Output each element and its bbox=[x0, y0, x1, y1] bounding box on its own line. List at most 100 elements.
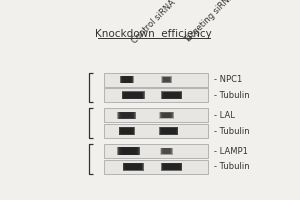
Bar bbox=[160, 148, 172, 155]
Bar bbox=[162, 163, 182, 170]
Bar bbox=[124, 163, 142, 170]
Text: Knockdown  efficiency: Knockdown efficiency bbox=[95, 29, 212, 39]
Bar bbox=[161, 113, 172, 118]
Bar bbox=[161, 128, 176, 134]
Bar bbox=[123, 163, 143, 170]
Bar bbox=[161, 76, 172, 83]
Bar bbox=[117, 147, 140, 155]
Bar bbox=[104, 108, 208, 122]
Bar bbox=[162, 77, 171, 83]
Bar bbox=[162, 163, 181, 170]
Bar bbox=[164, 77, 169, 82]
Bar bbox=[119, 112, 134, 118]
Bar bbox=[104, 73, 208, 87]
Bar bbox=[125, 164, 141, 170]
Bar bbox=[162, 77, 171, 83]
Text: - LAMP1: - LAMP1 bbox=[214, 147, 248, 156]
Bar bbox=[160, 148, 173, 155]
Bar bbox=[120, 128, 134, 134]
Text: - NPC1: - NPC1 bbox=[214, 75, 242, 84]
Bar bbox=[104, 144, 208, 158]
Bar bbox=[122, 76, 131, 83]
Bar bbox=[123, 77, 130, 82]
Bar bbox=[104, 160, 208, 174]
Bar bbox=[164, 93, 180, 98]
Bar bbox=[160, 128, 177, 134]
Bar bbox=[120, 112, 134, 118]
Bar bbox=[163, 148, 170, 154]
Bar bbox=[119, 147, 139, 155]
Bar bbox=[124, 92, 142, 98]
Text: - LAL: - LAL bbox=[214, 111, 235, 120]
Bar bbox=[119, 127, 135, 135]
Bar bbox=[122, 76, 132, 83]
Bar bbox=[119, 127, 134, 135]
Bar bbox=[120, 128, 134, 134]
Text: - Tubulin: - Tubulin bbox=[214, 91, 250, 100]
Bar bbox=[164, 164, 180, 170]
Bar bbox=[119, 112, 134, 119]
Bar bbox=[160, 112, 173, 118]
Text: Targeting siRNA: Targeting siRNA bbox=[182, 0, 236, 45]
Bar bbox=[160, 128, 177, 134]
Bar bbox=[120, 147, 138, 155]
Bar bbox=[161, 148, 172, 154]
Bar bbox=[162, 77, 171, 82]
Bar bbox=[121, 147, 137, 155]
Bar bbox=[163, 148, 170, 154]
Bar bbox=[162, 148, 171, 154]
Bar bbox=[161, 91, 182, 99]
Bar bbox=[123, 148, 135, 154]
Bar bbox=[163, 164, 181, 170]
Bar bbox=[121, 112, 133, 118]
Bar bbox=[159, 127, 178, 135]
Bar bbox=[121, 76, 133, 83]
Text: - Tubulin: - Tubulin bbox=[214, 162, 250, 171]
Bar bbox=[160, 112, 173, 118]
Text: Control siRNA: Control siRNA bbox=[130, 0, 177, 45]
Bar bbox=[162, 92, 181, 99]
Bar bbox=[162, 148, 171, 154]
Bar bbox=[161, 113, 172, 118]
Bar bbox=[164, 77, 169, 82]
Bar bbox=[119, 112, 135, 119]
Bar bbox=[118, 112, 136, 119]
Bar bbox=[120, 76, 134, 83]
Bar bbox=[123, 77, 130, 83]
Bar bbox=[162, 113, 172, 118]
Bar bbox=[122, 113, 131, 118]
Bar bbox=[125, 164, 141, 169]
Bar bbox=[163, 77, 170, 82]
Bar bbox=[161, 148, 172, 154]
Bar bbox=[104, 88, 208, 102]
Bar bbox=[120, 112, 133, 118]
Bar bbox=[124, 164, 142, 170]
Bar bbox=[123, 163, 143, 171]
Bar bbox=[162, 128, 176, 134]
Bar bbox=[121, 128, 133, 134]
Bar bbox=[118, 147, 140, 155]
Bar bbox=[122, 91, 145, 99]
Bar bbox=[121, 128, 133, 134]
Bar bbox=[164, 164, 180, 169]
Bar bbox=[163, 77, 170, 82]
Bar bbox=[121, 148, 137, 155]
Bar bbox=[164, 92, 180, 98]
Bar bbox=[163, 148, 170, 154]
Bar bbox=[159, 112, 174, 119]
Bar bbox=[122, 76, 131, 83]
Bar bbox=[118, 147, 139, 155]
Bar bbox=[163, 113, 170, 118]
Bar bbox=[122, 113, 132, 118]
Bar bbox=[161, 76, 172, 83]
Bar bbox=[121, 76, 133, 83]
Bar bbox=[164, 148, 170, 154]
Bar bbox=[123, 92, 143, 98]
Bar bbox=[123, 77, 131, 83]
Bar bbox=[117, 112, 136, 119]
Bar bbox=[121, 76, 132, 83]
Bar bbox=[124, 93, 142, 98]
Bar bbox=[121, 113, 132, 118]
Bar bbox=[122, 76, 132, 83]
Bar bbox=[122, 148, 136, 154]
